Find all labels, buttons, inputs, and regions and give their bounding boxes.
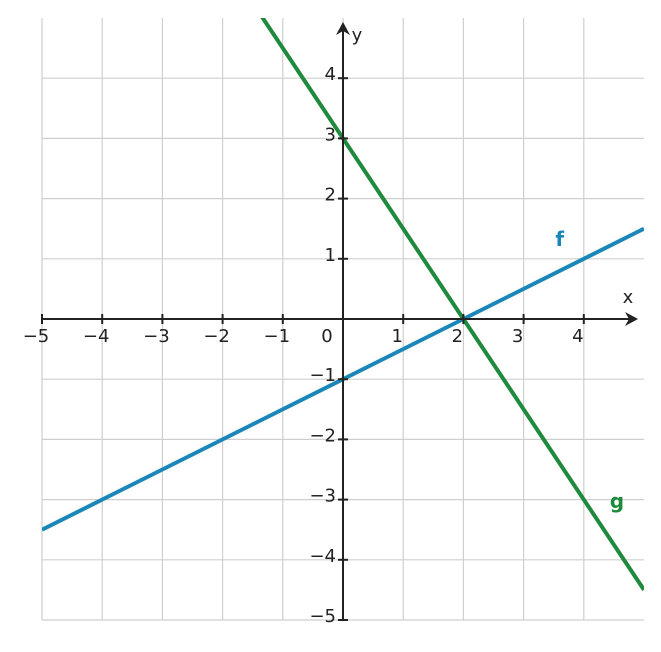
x-tick-label: −2 (203, 326, 230, 347)
y-tick-label: 1 (325, 245, 336, 266)
x-tick-label: −5 (23, 326, 50, 347)
y-tick-label: −4 (309, 546, 336, 567)
x-tick-label: −1 (264, 326, 291, 347)
x-tick-label: 1 (391, 326, 402, 347)
x-tick-label: −4 (83, 326, 110, 347)
y-tick-label: −2 (309, 425, 336, 446)
y-axis-label: y (352, 25, 363, 46)
x-arrow (625, 312, 638, 326)
y-tick-label: −1 (309, 365, 336, 386)
y-tick-label: 2 (325, 185, 336, 206)
y-arrow (336, 22, 350, 35)
function-label: f (555, 227, 564, 251)
y-tick-label: 4 (325, 64, 336, 85)
function-line (260, 18, 644, 592)
function-label: g (610, 489, 624, 513)
x-tick-label: 3 (512, 326, 523, 347)
x-tick-label: 4 (572, 326, 583, 347)
y-tick-label: −5 (309, 606, 336, 627)
y-tick-label: 3 (325, 124, 336, 145)
y-tick-label: −3 (309, 486, 336, 507)
x-tick-label: 0 (321, 326, 332, 347)
x-tick-label: −3 (143, 326, 170, 347)
x-tick-label: 2 (452, 326, 463, 347)
x-axis-label: x (623, 287, 634, 308)
